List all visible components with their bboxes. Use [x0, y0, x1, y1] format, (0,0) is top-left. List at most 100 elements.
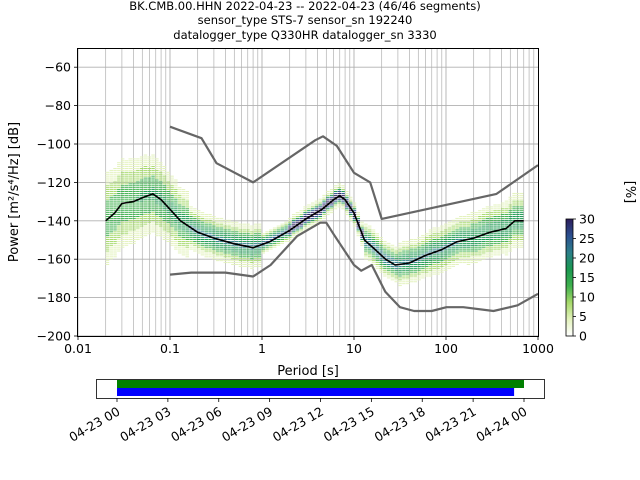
heatmap-cell: [443, 248, 448, 250]
heatmap-cell: [196, 244, 201, 246]
heatmap-cell: [120, 246, 125, 248]
heatmap-cell: [345, 194, 349, 196]
heatmap-cell: [242, 239, 247, 240]
heatmap-cell: [139, 237, 144, 239]
heatmap-cell: [162, 216, 167, 217]
heatmap-cell: [428, 260, 433, 262]
heatmap-cell: [318, 202, 323, 204]
heatmap-cell: [158, 219, 163, 221]
heatmap-cell: [109, 235, 113, 237]
heatmap-cell: [139, 233, 144, 235]
heatmap-cell: [132, 217, 136, 219]
heatmap-cell: [386, 267, 391, 269]
heatmap-cell: [196, 237, 201, 239]
heatmap-cell: [424, 248, 429, 250]
heatmap-cell: [337, 192, 342, 194]
heatmap-cell: [128, 206, 132, 208]
heatmap-cell: [128, 179, 132, 181]
heatmap-cell: [136, 187, 140, 189]
heatmap-cell: [139, 198, 144, 200]
heatmap-cell: [371, 254, 376, 256]
heatmap-cell: [428, 254, 433, 256]
heatmap-cell: [189, 229, 193, 231]
heatmap-cell: [136, 223, 140, 225]
heatmap-cell: [443, 225, 448, 227]
heatmap-cell: [489, 217, 494, 219]
heatmap-cell: [155, 198, 159, 200]
heatmap-cell: [105, 179, 110, 181]
heatmap-cell: [132, 239, 136, 240]
heatmap-cell: [474, 258, 478, 260]
heatmap-cell: [375, 239, 380, 240]
heatmap-cell: [136, 171, 140, 173]
heatmap-cell: [459, 237, 463, 239]
heatmap-cell: [250, 267, 254, 269]
heatmap-cell: [147, 160, 152, 162]
heatmap-cell: [117, 244, 121, 246]
heatmap-cell: [117, 198, 121, 200]
heatmap-cell: [204, 227, 209, 229]
heatmap-cell: [155, 183, 159, 185]
heatmap-cell: [253, 260, 258, 262]
heatmap-cell: [504, 254, 509, 256]
heatmap-cell: [124, 177, 129, 179]
heatmap-cell: [390, 246, 395, 248]
heatmap-cell: [170, 196, 174, 198]
heatmap-cell: [143, 191, 148, 192]
heatmap-cell: [326, 191, 330, 192]
heatmap-cell: [109, 233, 113, 235]
heatmap-cell: [280, 242, 285, 244]
heatmap-cell: [489, 246, 494, 248]
heatmap-cell: [105, 196, 110, 198]
heatmap-cell: [493, 246, 497, 248]
heatmap-cell: [508, 216, 513, 217]
heatmap-cell: [162, 183, 167, 185]
heatmap-cell: [383, 244, 387, 246]
heatmap-cell: [379, 269, 383, 271]
heatmap-cell: [219, 235, 224, 237]
heatmap-cell: [117, 164, 121, 166]
heatmap-cell: [276, 240, 281, 242]
heatmap-cell: [132, 231, 136, 233]
heatmap-cell: [128, 229, 132, 231]
heatmap-cell: [512, 196, 516, 198]
heatmap-cell: [455, 219, 459, 221]
heatmap-cell: [402, 277, 406, 279]
heatmap-cell: [124, 244, 129, 246]
heatmap-cell: [155, 162, 159, 164]
heatmap-cell: [428, 244, 433, 246]
heatmap-cell: [193, 227, 197, 229]
heatmap-cell: [451, 254, 456, 256]
heatmap-cell: [170, 194, 174, 196]
timeline-tick-label: 04-23 06: [168, 404, 224, 445]
heatmap-cell: [443, 265, 448, 267]
heatmap-cell: [371, 237, 376, 239]
heatmap-cell: [512, 194, 516, 196]
heatmap-cell: [402, 262, 406, 264]
heatmap-cell: [459, 242, 463, 244]
heatmap-cell: [227, 219, 231, 221]
heatmap-cell: [512, 229, 516, 231]
heatmap-cell: [341, 185, 345, 187]
heatmap-cell: [158, 200, 163, 202]
heatmap-cell: [478, 216, 482, 217]
heatmap-cell: [124, 231, 129, 233]
heatmap-cell: [242, 246, 247, 248]
heatmap-cell: [136, 160, 140, 162]
heatmap-cell: [124, 189, 129, 191]
heatmap-cell: [326, 208, 330, 210]
heatmap-cell: [132, 198, 136, 200]
heatmap-cell: [238, 260, 243, 262]
heatmap-cell: [185, 250, 190, 252]
heatmap-cell: [124, 175, 129, 177]
heatmap-cell: [223, 248, 228, 250]
heatmap-cell: [383, 269, 387, 271]
heatmap-cell: [136, 169, 140, 171]
heatmap-cell: [512, 240, 516, 242]
heatmap-cell: [212, 248, 216, 250]
heatmap-cell: [185, 227, 190, 229]
heatmap-cell: [497, 221, 501, 223]
heatmap-cell: [223, 262, 228, 264]
heatmap-cell: [402, 244, 406, 246]
heatmap-cell: [280, 227, 285, 229]
